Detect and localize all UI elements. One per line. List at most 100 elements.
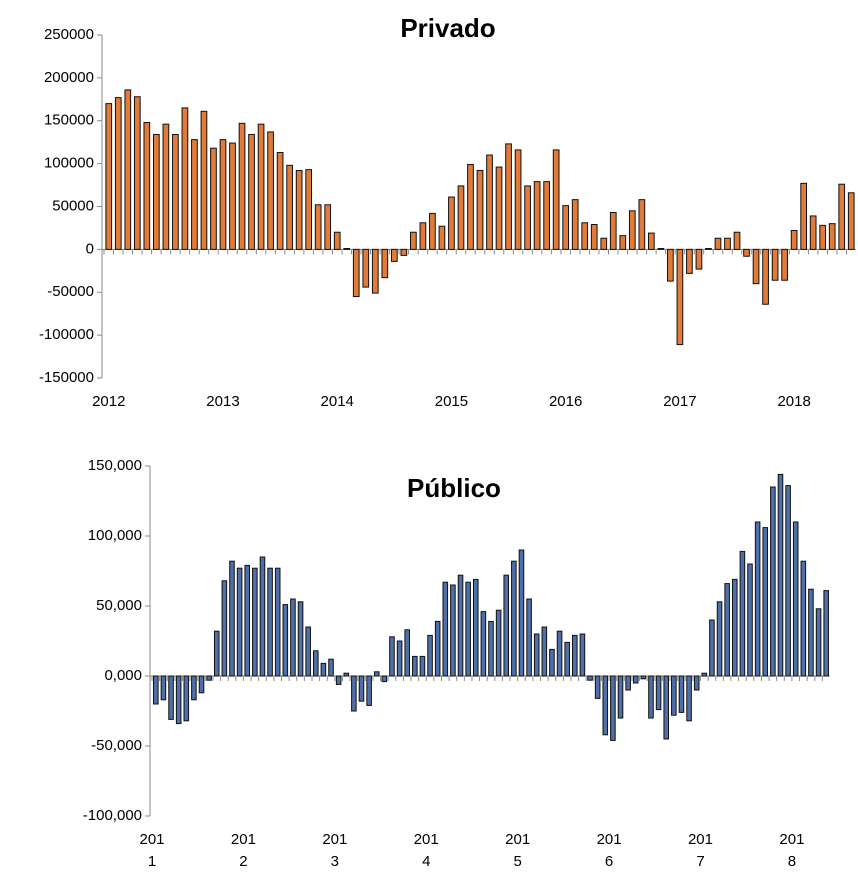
bar: [488, 620, 494, 677]
bar: [747, 563, 753, 677]
x-tick-label: 2012: [92, 393, 125, 410]
bar: [556, 630, 563, 677]
bar: [632, 675, 639, 684]
bar: [371, 248, 379, 294]
bar: [518, 549, 525, 677]
bar: [602, 675, 609, 736]
bar: [486, 154, 493, 250]
bar: [693, 675, 700, 691]
y-tick-label: -50000: [47, 283, 94, 300]
bar: [404, 629, 410, 677]
bar: [671, 675, 677, 716]
bar: [457, 574, 464, 677]
bar: [429, 212, 436, 250]
bar: [305, 626, 311, 677]
bar: [248, 133, 255, 250]
bar: [609, 212, 617, 250]
bar: [412, 655, 418, 677]
bar: [709, 619, 715, 677]
bar: [511, 560, 517, 677]
bar: [257, 123, 265, 250]
bar: [655, 675, 662, 711]
bar: [705, 248, 712, 250]
bar: [686, 675, 692, 722]
bar: [191, 139, 198, 250]
bar: [448, 196, 455, 250]
bar: [619, 235, 627, 250]
x-tick-label: 2016: [549, 393, 582, 410]
bar: [343, 248, 351, 250]
bar: [442, 581, 449, 677]
bar: [724, 237, 731, 250]
bar: [739, 550, 746, 677]
bar: [754, 521, 761, 677]
bar: [419, 655, 426, 677]
bar: [743, 248, 750, 257]
bar: [809, 215, 817, 250]
bar: [450, 584, 456, 677]
bar: [328, 658, 334, 677]
bar: [667, 248, 674, 282]
bar: [731, 578, 738, 677]
bar: [777, 473, 784, 677]
bar: [343, 672, 350, 677]
bar: [800, 182, 808, 250]
bar: [358, 675, 365, 702]
bar: [172, 133, 179, 250]
bar: [297, 601, 304, 677]
bar: [381, 675, 388, 683]
bar: [244, 564, 251, 677]
bar: [467, 163, 474, 250]
bar: [305, 169, 313, 250]
y-tick-label: 150,000: [88, 457, 142, 474]
bar: [465, 581, 471, 677]
bar: [771, 248, 779, 281]
bar: [282, 604, 289, 677]
bar: [191, 675, 197, 701]
x-tick-label: 201 1: [139, 831, 164, 870]
bar: [183, 675, 190, 722]
bar: [678, 675, 685, 713]
x-tick-label: 2015: [435, 393, 468, 410]
bar: [503, 574, 510, 677]
bar: [495, 166, 503, 250]
bar: [808, 588, 814, 677]
bar: [714, 237, 722, 250]
bar: [213, 630, 220, 677]
bar: [162, 123, 170, 250]
bar: [505, 143, 512, 250]
bar: [526, 598, 532, 677]
bar: [733, 231, 741, 250]
y-tick-label: -100,000: [83, 807, 142, 824]
bar: [581, 222, 589, 250]
bar: [648, 675, 654, 719]
bar: [267, 131, 274, 250]
bar: [564, 641, 570, 677]
bar: [210, 147, 217, 250]
y-tick-label: 150000: [44, 112, 94, 129]
bar: [701, 672, 708, 677]
y-tick-label: -150000: [39, 369, 94, 386]
bar: [514, 149, 522, 250]
bar: [335, 675, 342, 685]
bar: [847, 192, 855, 250]
bar: [640, 675, 647, 680]
bar: [676, 248, 684, 346]
bar: [114, 97, 122, 250]
bar: [625, 675, 631, 691]
bar: [724, 583, 730, 677]
bar: [124, 89, 132, 250]
bar: [320, 662, 327, 677]
y-tick-label: 250000: [44, 26, 94, 43]
bar: [770, 486, 776, 677]
bar: [457, 185, 465, 250]
y-tick-label: 100,000: [88, 527, 142, 544]
